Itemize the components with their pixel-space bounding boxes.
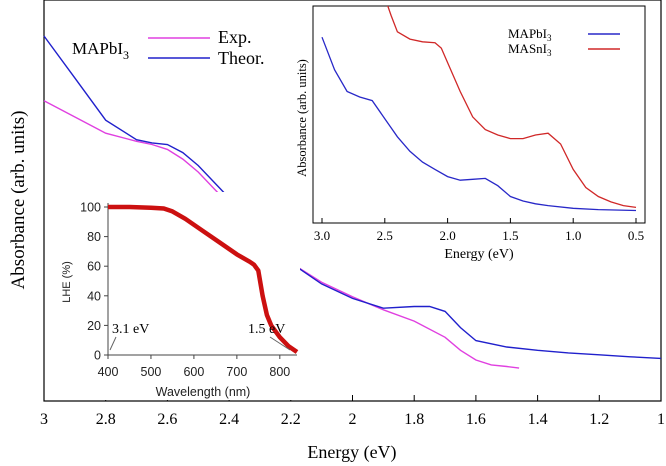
- inset-bl-series-group: [108, 204, 299, 354]
- inset-tr-legend-mapbi3-main: MAPbI: [508, 26, 547, 41]
- inset-tr-legend-mapbi3-sub: 3: [547, 33, 552, 43]
- inset-tr-frame: [312, 5, 646, 224]
- inset-tr-x-tick-label: 1.5: [502, 228, 518, 243]
- inset-tr-x-tick-label: 2.0: [439, 228, 455, 243]
- inset-tr-x-axis-ticks: 3.0 2.5 2.0 1.5 1.0 0.5: [314, 218, 644, 243]
- inset-bl-x-tick-label: 800: [269, 365, 290, 379]
- inset-bl-chart: 400 500 600 700 800 0 20 40 60 80 100 Wavelength …: [58, 192, 300, 400]
- inset-bl-x-tick-label: 700: [226, 365, 247, 379]
- main-x-axis-label: Energy (eV): [307, 442, 396, 463]
- inset-bl-y-tick-label: 60: [87, 260, 101, 274]
- main-legend-entry-theor: Theor.: [218, 48, 265, 68]
- inset-tr-legend-entry-masni3: MASnI3: [508, 41, 552, 58]
- inset-bl-y-tick-label: 80: [87, 230, 101, 244]
- main-legend-compound: MAPbI3: [72, 39, 129, 62]
- inset-bl-annotation-3p1ev: 3.1 eV: [112, 322, 149, 337]
- inset-bl-axes: [107, 203, 297, 356]
- inset-bl-y-tick-label: 0: [94, 349, 101, 363]
- inset-tr-legend-masni3-main: MASnI: [508, 41, 547, 56]
- inset-bl-y-axis-label: LHE (%): [61, 261, 73, 303]
- inset-tr-x-tick-label: 3.0: [314, 228, 330, 243]
- inset-tr-y-axis-label: Absorbance (arb. units): [295, 59, 309, 177]
- main-x-tick-label: 2.6: [157, 411, 177, 428]
- main-x-tick-label: 1.4: [528, 411, 548, 428]
- inset-bl-y-tick-label: 100: [80, 201, 101, 215]
- main-y-axis-label: Absorbance (arb. units): [8, 111, 29, 290]
- inset-bl-series-line-0: [108, 204, 299, 354]
- inset-tr-chart: 3.0 2.5 2.0 1.5 1.0 0.5 Energy (eV) Absorbanc…: [295, 5, 646, 262]
- inset-tr-legend-entry-mapbi3: MAPbI3: [508, 26, 552, 43]
- inset-bl-x-tick-label: 400: [98, 365, 119, 379]
- inset-tr-series-line-0: [321, 36, 637, 212]
- inset-bl-arrow-1p5ev: [269, 336, 291, 351]
- inset-tr-x-tick-label: 1.0: [565, 228, 581, 243]
- main-x-tick-label: 2.4: [219, 411, 239, 428]
- main-legend-compound-main: MAPbI: [72, 39, 123, 58]
- main-x-tick-label: 1: [657, 411, 665, 428]
- main-legend-compound-sub: 3: [123, 48, 129, 62]
- main-legend-entry-exp: Exp.: [218, 27, 252, 47]
- inset-tr-legend-masni3-sub: 3: [547, 48, 552, 58]
- inset-tr-series-group: [321, 6, 637, 212]
- inset-bl-x-tick-label: 500: [141, 365, 162, 379]
- main-series-line-1: [43, 35, 662, 360]
- inset-bl-x-axis-label: Wavelength (nm): [156, 385, 251, 399]
- inset-tr-x-tick-label: 2.5: [377, 228, 393, 243]
- inset-bl-y-axis-ticks: 0 20 40 60 80 100: [80, 201, 108, 363]
- inset-bl-x-tick-label: 600: [183, 365, 204, 379]
- inset-bl-background: [58, 192, 300, 400]
- main-x-tick-label: 1.2: [589, 411, 609, 428]
- inset-bl-annotation-1p5ev: 1.5 eV: [248, 322, 285, 337]
- main-x-axis-ticks: 3 2.8 2.6 2.4 2.2 2 1.8 1.6 1.4 1.2 1: [40, 395, 665, 428]
- inset-bl-y-tick-label: 40: [87, 289, 101, 303]
- main-legend: MAPbI3 Exp. Theor.: [72, 27, 265, 68]
- inset-bl-arrow-3p1ev: [109, 336, 117, 351]
- main-x-tick-label: 1.8: [404, 411, 424, 428]
- main-x-tick-label: 2: [349, 411, 357, 428]
- inset-bl-y-tick-label: 20: [87, 319, 101, 333]
- main-x-tick-label: 3: [40, 411, 48, 428]
- main-x-tick-label: 1.6: [466, 411, 486, 428]
- main-x-tick-label: 2.2: [281, 411, 301, 428]
- inset-tr-series-line-1: [387, 6, 637, 209]
- main-x-tick-label: 2.8: [96, 411, 116, 428]
- inset-bl-x-axis-ticks: 400 500 600 700 800: [98, 355, 290, 379]
- inset-tr-x-tick-label: 0.5: [628, 228, 644, 243]
- inset-tr-legend: MAPbI3 MASnI3: [508, 26, 620, 58]
- inset-tr-x-axis-label: Energy (eV): [444, 247, 514, 262]
